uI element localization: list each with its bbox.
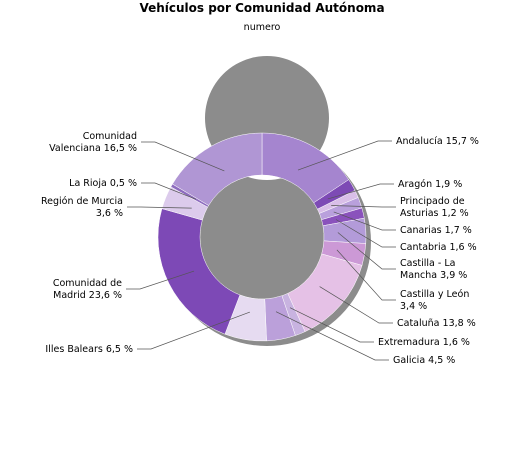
leader-line-castilla-la-mancha	[337, 232, 396, 270]
leader-line-comunidad-valenciana	[141, 141, 225, 172]
slice-label-line: Valenciana 16,5 %	[49, 143, 137, 154]
slice-label-comunidad-valenciana: Comunidad Valenciana 16,5 %	[49, 131, 137, 154]
slice-label-line: Mancha 3,9 %	[400, 270, 467, 281]
leader-line-cantabria	[335, 219, 396, 248]
slice-label-line: Asturias 1,2 %	[400, 208, 469, 219]
donut-slices	[157, 132, 367, 342]
slice-label-castilla-la-mancha: Castilla - La Mancha 3,9 %	[400, 258, 467, 281]
leader-lines	[126, 140, 396, 361]
slice-label-aragon: Aragón 1,9 %	[398, 179, 462, 190]
slice-label-line: Castilla - La	[400, 258, 455, 269]
slice-label-line: Cataluña 13,8 %	[397, 318, 476, 329]
slice-label-line: La Rioja 0,5 %	[69, 178, 137, 189]
slice-label-line: Cantabria 1,6 %	[400, 242, 477, 253]
slice-label-line: Región de Murcia	[41, 196, 123, 207]
slice-label-andalucia: Andalucía 15,7 %	[396, 136, 479, 147]
slice-label-line: Principado de	[400, 196, 465, 207]
leader-line-galicia	[275, 311, 389, 361]
leader-line-cataluna	[319, 286, 393, 324]
slice-comunidad-valenciana	[172, 132, 263, 206]
slice-label-line: Aragón 1,9 %	[398, 179, 462, 190]
slice-label-illes-balears: Illes Balears 6,5 %	[45, 344, 133, 355]
slice-label-line: Galicia 4,5 %	[393, 355, 455, 366]
leader-line-extremadura	[289, 307, 374, 343]
slice-label-line: Illes Balears 6,5 %	[45, 344, 133, 355]
slice-label-line: Madrid 23,6 %	[53, 290, 122, 301]
slice-labels: Andalucía 15,7 % Aragón 1,9 % Principado d…	[41, 131, 479, 366]
leader-line-andalucia	[297, 140, 392, 171]
leader-line-castilla-y-leon	[336, 249, 396, 301]
slice-label-la-rioja: La Rioja 0,5 %	[69, 178, 137, 189]
slice-label-extremadura: Extremadura 1,6 %	[378, 337, 470, 348]
slice-label-line: Extremadura 1,6 %	[378, 337, 470, 348]
leader-line-canarias	[333, 211, 396, 231]
leader-line-comunidad-de-madrid	[126, 270, 195, 290]
slice-label-line: Andalucía 15,7 %	[396, 136, 479, 147]
slice-label-line: 3,4 %	[400, 301, 427, 312]
leader-line-region-de-murcia	[127, 206, 192, 209]
slice-label-line: Comunidad de	[53, 278, 122, 289]
leader-line-illes-balears	[137, 311, 250, 350]
slice-label-line: 3,6 %	[96, 208, 123, 219]
slice-label-cataluna: Cataluña 13,8 %	[397, 318, 476, 329]
chart-subtitle: numero	[244, 22, 281, 33]
slice-label-region-de-murcia: Región de Murcia 3,6 %	[41, 196, 123, 219]
leader-line-principado-de-asturias	[331, 205, 396, 208]
chart-title: Vehículos por Comunidad Autónoma	[139, 1, 384, 15]
leader-line-aragon	[327, 183, 394, 200]
slice-label-galicia: Galicia 4,5 %	[393, 355, 455, 366]
slice-label-line: Canarias 1,7 %	[400, 225, 472, 236]
slice-label-canarias: Canarias 1,7 %	[400, 225, 472, 236]
slice-label-line: Comunidad	[83, 131, 137, 142]
slice-label-principado-de-asturias: Principado de Asturias 1,2 %	[400, 196, 469, 219]
slice-label-cantabria: Cantabria 1,6 %	[400, 242, 477, 253]
slice-label-comunidad-de-madrid: Comunidad de Madrid 23,6 %	[53, 278, 122, 301]
slice-label-line: Castilla y León	[400, 289, 469, 300]
leader-line-la-rioja	[141, 182, 197, 200]
slice-label-castilla-y-leon: Castilla y León 3,4 %	[400, 289, 469, 312]
